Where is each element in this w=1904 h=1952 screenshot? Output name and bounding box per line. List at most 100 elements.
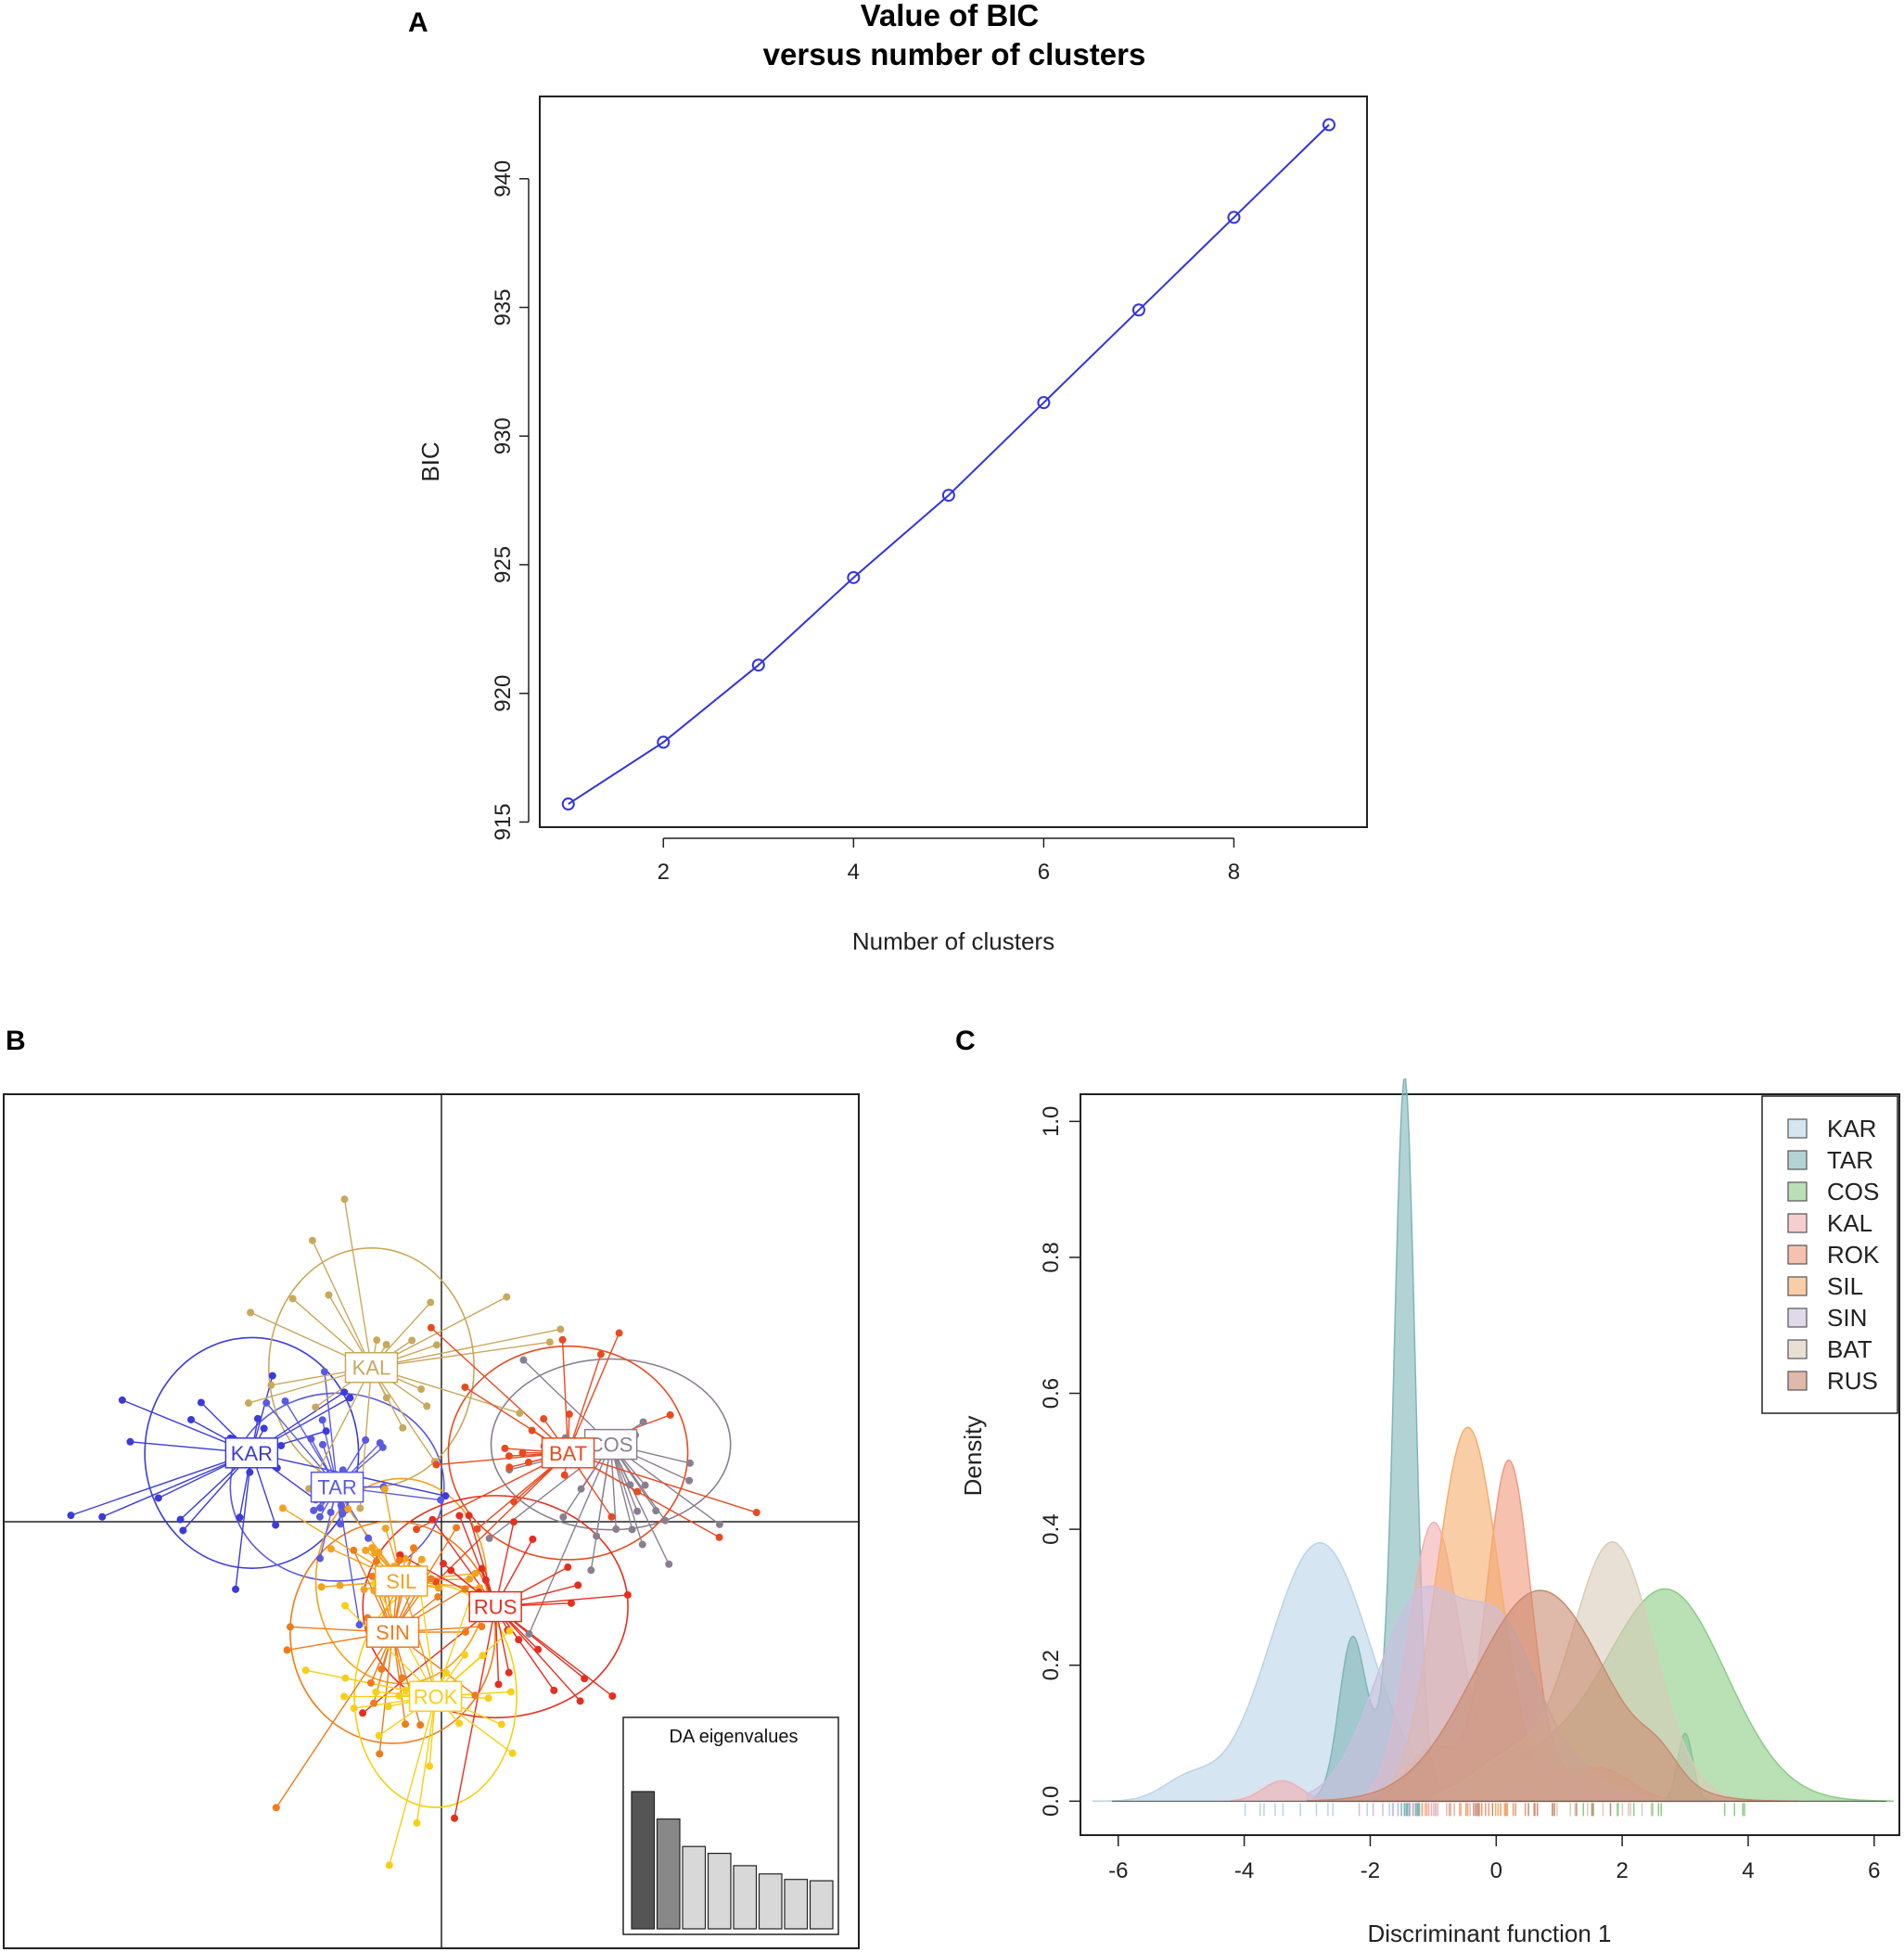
legend-label: RUS <box>1827 1367 1878 1395</box>
point-tar <box>315 1512 324 1521</box>
legend-item-tar: TAR <box>1787 1146 1873 1174</box>
group-label-kal: KAL <box>344 1351 399 1384</box>
group-label-text: ROK <box>414 1685 458 1708</box>
chart-c-y-axis-title: Density <box>959 1416 987 1497</box>
point-kar <box>322 1427 330 1435</box>
point-kal <box>325 1291 333 1299</box>
point-sin <box>471 1691 479 1700</box>
point-rus <box>509 1518 518 1526</box>
point-tar <box>307 1435 315 1443</box>
group-label-sin: SIN <box>365 1616 420 1648</box>
chart-b-eigenvalue-inset: DA eigenvalues <box>622 1716 839 1935</box>
point-rok <box>341 1674 350 1682</box>
spoke-tar <box>324 1372 339 1487</box>
point-cos <box>519 1356 528 1364</box>
point-rok <box>484 1694 492 1703</box>
point-bat <box>518 1448 527 1457</box>
eigen-inset-title: DA eigenvalues <box>670 1727 799 1747</box>
point-sin <box>272 1804 280 1812</box>
point-tar <box>362 1435 370 1444</box>
point-bat <box>510 1498 518 1506</box>
point-tar <box>337 1501 345 1510</box>
point-tar <box>378 1443 387 1451</box>
panel-c-label: C <box>955 1026 976 1056</box>
spoke-kal <box>371 1328 561 1369</box>
point-rok <box>340 1692 349 1701</box>
point-cos <box>628 1525 636 1534</box>
point-sin <box>461 1627 469 1636</box>
point-bat <box>607 1512 616 1521</box>
spoke-kal <box>308 1367 373 1489</box>
eigen-bar <box>733 1865 758 1930</box>
point-kal <box>247 1308 255 1317</box>
point-sil <box>344 1505 352 1513</box>
point-kar <box>118 1396 126 1404</box>
point-bat <box>524 1458 532 1466</box>
point-rus <box>515 1636 523 1644</box>
point-rok <box>505 1627 514 1635</box>
point-rok <box>461 1651 469 1659</box>
point-rok <box>341 1601 350 1610</box>
point-rok <box>455 1719 464 1728</box>
point-bat <box>501 1444 509 1452</box>
point-rus <box>529 1535 537 1543</box>
point-rus <box>574 1581 582 1589</box>
point-bat <box>615 1329 623 1337</box>
point-sin <box>283 1646 291 1654</box>
point-tar <box>281 1397 289 1405</box>
point-tar <box>316 1504 325 1512</box>
point-kal <box>516 1409 524 1417</box>
point-rok <box>384 1703 392 1711</box>
point-tar <box>319 1440 327 1448</box>
spoke-bat <box>435 1452 569 1583</box>
point-sin <box>395 1556 403 1564</box>
spoke-kal <box>312 1240 373 1369</box>
point-kal <box>267 1381 275 1389</box>
bic-point <box>561 797 575 811</box>
point-sil <box>360 1586 368 1594</box>
group-label-box <box>408 1680 463 1713</box>
point-rok <box>506 1688 515 1696</box>
point-cos <box>661 1516 670 1525</box>
point-bat <box>633 1487 642 1496</box>
group-label-rok: ROK <box>408 1680 463 1713</box>
bic-point <box>941 489 955 503</box>
point-cos <box>525 1629 533 1638</box>
point-rus <box>465 1512 473 1520</box>
point-bat <box>540 1415 548 1423</box>
chart-a-title-line-1: Value of BIC <box>861 0 1040 32</box>
panel-a-label: A <box>408 7 428 38</box>
legend-label: BAT <box>1827 1335 1872 1363</box>
point-rus <box>494 1680 503 1689</box>
point-rus <box>451 1814 459 1822</box>
legend-item-cos: COS <box>1787 1178 1879 1206</box>
y-tick-label: 940 <box>491 160 516 198</box>
point-kar <box>187 1415 196 1423</box>
point-rok <box>375 1731 383 1740</box>
chart-c-y-axis: 0.0 0.2 0.4 0.6 0.8 1.0 <box>1039 1106 1081 1817</box>
point-rok <box>385 1861 393 1869</box>
point-kal <box>432 1341 441 1349</box>
point-rok <box>395 1691 403 1700</box>
group-ellipse-rus <box>362 1495 629 1719</box>
eigen-bar <box>682 1845 707 1930</box>
chart-c-x-axis: -6 -4 -2 0 2 4 6 <box>1108 1834 1881 1883</box>
point-cos <box>612 1525 620 1534</box>
point-tar <box>326 1508 335 1516</box>
point-sin <box>370 1699 378 1707</box>
y-tick-label: 0.6 <box>1039 1378 1064 1409</box>
point-bat <box>565 1410 573 1419</box>
point-kal <box>399 1423 407 1432</box>
point-bat <box>528 1426 536 1435</box>
x-tick-label: 6 <box>1868 1858 1880 1883</box>
eigen-bar <box>656 1818 681 1930</box>
legend-swatch <box>1787 1150 1808 1170</box>
point-rus <box>567 1599 575 1607</box>
point-sil <box>466 1575 474 1583</box>
x-tick-label: 6 <box>1038 860 1050 885</box>
bic-point <box>1131 303 1145 317</box>
point-kar <box>236 1513 244 1522</box>
spoke-cos <box>609 1444 670 1565</box>
point-cos <box>638 1540 646 1549</box>
point-rus <box>447 1566 455 1575</box>
